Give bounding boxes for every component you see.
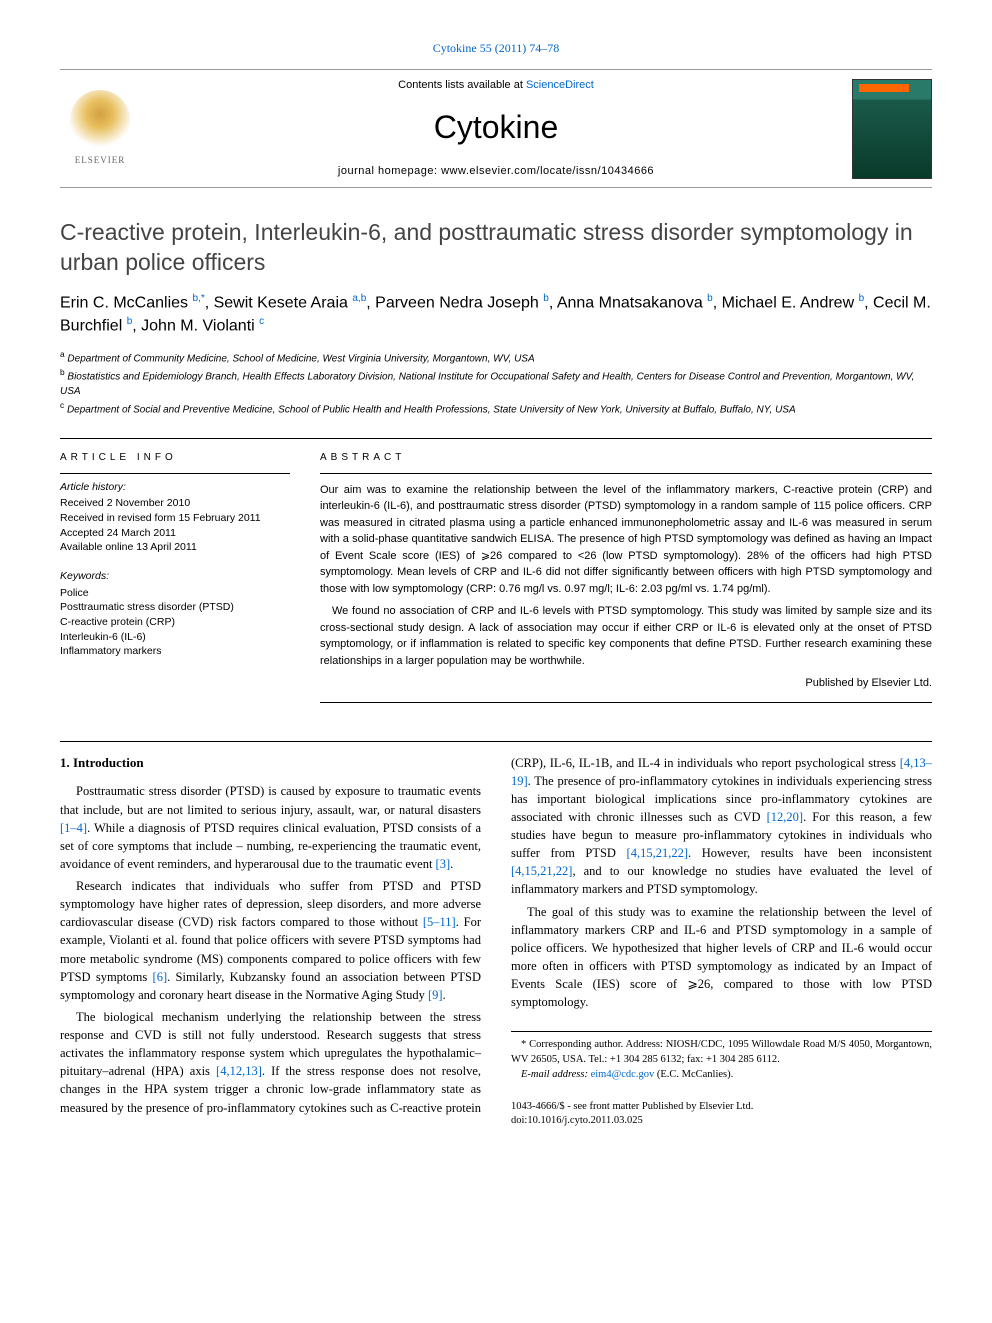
article-info: article info Article history: Received 2… xyxy=(60,451,290,711)
journal-homepage: journal homepage: www.elsevier.com/locat… xyxy=(160,164,832,179)
body-paragraph: Research indicates that individuals who … xyxy=(60,877,481,1004)
journal-name: Cytokine xyxy=(160,105,832,150)
contents-line: Contents lists available at ScienceDirec… xyxy=(160,78,832,93)
keyword-line: Police xyxy=(60,586,290,601)
elsevier-tree-icon xyxy=(70,90,130,150)
header-center: Contents lists available at ScienceDirec… xyxy=(140,78,852,180)
journal-cover-thumb xyxy=(852,79,932,179)
corresponding-address: * Corresponding author. Address: NIOSH/C… xyxy=(511,1038,932,1067)
history-line: Received in revised form 15 February 201… xyxy=(60,511,290,526)
history-line: Available online 13 April 2011 xyxy=(60,540,290,555)
sub-divider xyxy=(320,702,932,703)
body-paragraph: Posttraumatic stress disorder (PTSD) is … xyxy=(60,782,481,873)
abstract-paragraph: We found no association of CRP and IL-6 … xyxy=(320,603,932,669)
divider xyxy=(60,741,932,742)
keywords-label: Keywords: xyxy=(60,569,290,584)
footer-meta: 1043-4666/$ - see front matter Published… xyxy=(511,1100,932,1127)
email-label: E-mail address: xyxy=(521,1069,591,1080)
authors-line: Erin C. McCanlies b,*, Sewit Kesete Arai… xyxy=(60,292,932,337)
history-line: Accepted 24 March 2011 xyxy=(60,526,290,541)
contents-prefix: Contents lists available at xyxy=(398,79,526,91)
publisher-line: Published by Elsevier Ltd. xyxy=(320,675,932,692)
doi-line: doi:10.1016/j.cyto.2011.03.025 xyxy=(511,1114,932,1128)
keyword-line: C-reactive protein (CRP) xyxy=(60,615,290,630)
info-abstract-row: article info Article history: Received 2… xyxy=(60,451,932,711)
email-link[interactable]: eim4@cdc.gov xyxy=(591,1069,655,1080)
keyword-line: Posttraumatic stress disorder (PTSD) xyxy=(60,600,290,615)
abstract: abstract Our aim was to examine the rela… xyxy=(320,451,932,711)
history-label: Article history: xyxy=(60,480,290,495)
email-suffix: (E.C. McCanlies). xyxy=(654,1069,733,1080)
sub-divider xyxy=(60,473,290,474)
sub-divider xyxy=(320,473,932,474)
body-columns: 1. Introduction Posttraumatic stress dis… xyxy=(60,754,932,1128)
article-title: C-reactive protein, Interleukin-6, and p… xyxy=(60,218,932,278)
email-line: E-mail address: eim4@cdc.gov (E.C. McCan… xyxy=(511,1068,932,1083)
abstract-paragraph: Our aim was to examine the relationship … xyxy=(320,482,932,598)
citation-link[interactable]: Cytokine 55 (2011) 74–78 xyxy=(433,41,560,55)
article-info-heading: article info xyxy=(60,451,290,465)
divider xyxy=(60,438,932,439)
abstract-heading: abstract xyxy=(320,451,932,465)
affiliation-line: a Department of Community Medicine, Scho… xyxy=(60,348,932,366)
affiliations: a Department of Community Medicine, Scho… xyxy=(60,348,932,418)
keyword-line: Inflammatory markers xyxy=(60,644,290,659)
affiliation-line: b Biostatistics and Epidemiology Branch,… xyxy=(60,366,932,399)
publisher-logo: ELSEVIER xyxy=(60,84,140,174)
homepage-label: journal homepage: xyxy=(338,165,441,177)
history-line: Received 2 November 2010 xyxy=(60,496,290,511)
body-paragraph: The goal of this study was to examine th… xyxy=(511,903,932,1012)
citation-line: Cytokine 55 (2011) 74–78 xyxy=(60,40,932,57)
keyword-line: Interleukin-6 (IL-6) xyxy=(60,630,290,645)
publisher-name: ELSEVIER xyxy=(75,154,126,167)
section-heading: 1. Introduction xyxy=(60,754,481,773)
copyright-line: 1043-4666/$ - see front matter Published… xyxy=(511,1100,932,1114)
journal-header: ELSEVIER Contents lists available at Sci… xyxy=(60,69,932,189)
affiliation-line: c Department of Social and Preventive Me… xyxy=(60,399,932,417)
homepage-url: www.elsevier.com/locate/issn/10434666 xyxy=(441,165,654,177)
sciencedirect-link[interactable]: ScienceDirect xyxy=(526,79,594,91)
corresponding-author-footnote: * Corresponding author. Address: NIOSH/C… xyxy=(511,1031,932,1082)
